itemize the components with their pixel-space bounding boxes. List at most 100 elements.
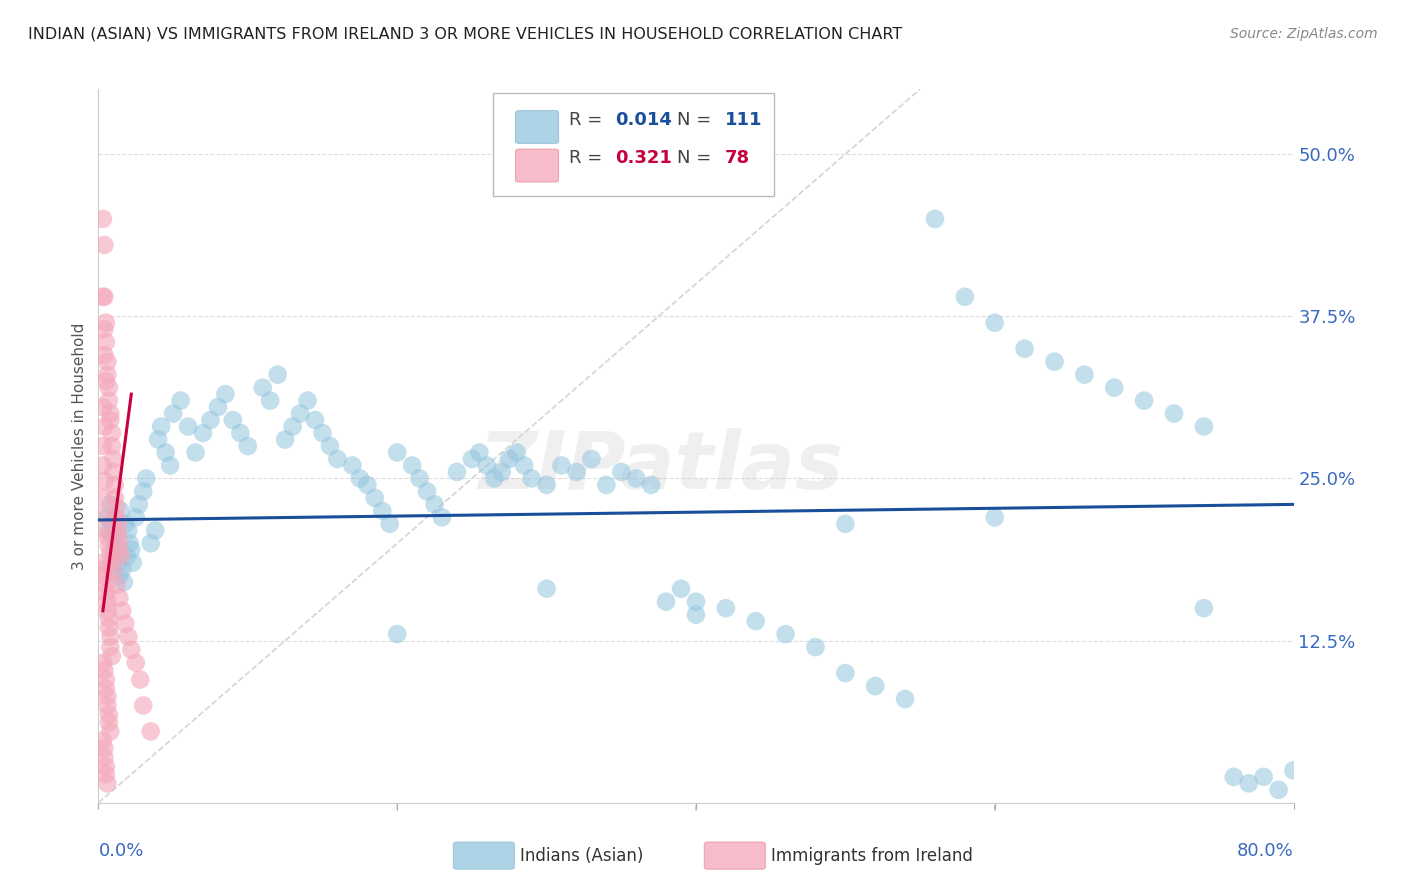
Point (97, 621, 120, 635)
Point (91, 290, 114, 304)
Point (108, 533, 131, 548)
Point (319, 439, 342, 453)
Point (96, 776, 118, 790)
Point (775, 627, 797, 641)
Point (96, 510, 118, 524)
Point (93, 290, 115, 304)
Point (236, 439, 259, 453)
Point (364, 491, 387, 505)
Point (91, 491, 114, 505)
Point (1014, 342, 1036, 356)
Point (117, 630, 139, 644)
Point (108, 591, 131, 605)
Point (536, 478, 558, 492)
Point (714, 601, 737, 615)
Point (120, 642, 142, 657)
Point (162, 407, 184, 421)
Point (111, 604, 134, 618)
Point (132, 698, 155, 713)
Point (423, 497, 446, 511)
Point (446, 465, 468, 479)
Point (94, 759, 117, 773)
Point (103, 565, 125, 579)
Point (111, 562, 134, 576)
Point (94, 585, 117, 599)
Point (120, 542, 142, 557)
FancyBboxPatch shape (494, 93, 773, 196)
Point (98, 640, 122, 654)
Text: 0.0%: 0.0% (98, 842, 143, 860)
Point (107, 525, 129, 540)
Text: ZIPatlas: ZIPatlas (478, 428, 842, 507)
Point (94, 335, 117, 350)
Point (865, 679, 887, 693)
Text: R =: R = (569, 111, 609, 128)
Point (93, 322, 115, 336)
Point (222, 413, 245, 427)
Point (281, 419, 304, 434)
Point (114, 516, 136, 531)
Point (640, 478, 662, 492)
Point (91, 211, 114, 226)
Point (94, 374, 117, 388)
Text: INDIAN (ASIAN) VS IMMIGRANTS FROM IRELAND 3 OR MORE VEHICLES IN HOUSEHOLD CORREL: INDIAN (ASIAN) VS IMMIGRANTS FROM IRELAN… (28, 27, 903, 42)
Point (108, 542, 131, 557)
Point (114, 616, 136, 631)
Point (356, 478, 378, 492)
Point (252, 381, 274, 395)
Point (1163, 407, 1185, 421)
Point (125, 656, 148, 670)
Point (94, 767, 117, 781)
Point (93, 562, 115, 576)
Point (349, 471, 371, 485)
Point (105, 536, 128, 550)
Point (98, 724, 122, 739)
Point (498, 452, 520, 467)
Point (93, 664, 115, 678)
Point (104, 542, 127, 557)
Point (207, 400, 229, 414)
Point (96, 354, 118, 368)
Point (104, 491, 127, 505)
Point (135, 471, 157, 485)
Point (97, 393, 120, 408)
Point (97, 524, 120, 538)
Point (93, 419, 115, 434)
Point (311, 425, 333, 440)
Point (94, 578, 117, 592)
Point (96, 530, 118, 544)
Point (97, 715, 120, 730)
Point (96, 604, 118, 618)
Point (461, 452, 484, 467)
Point (98, 413, 122, 427)
Point (97, 611, 120, 625)
Point (924, 211, 946, 226)
Point (94, 681, 117, 696)
Point (155, 445, 177, 459)
Point (97, 707, 120, 722)
Point (93, 474, 115, 488)
Point (96, 595, 118, 609)
Point (105, 578, 128, 592)
Point (128, 497, 150, 511)
Point (416, 484, 439, 499)
Point (107, 516, 129, 531)
Point (91, 400, 114, 414)
Point (98, 497, 122, 511)
Point (1253, 770, 1275, 784)
Point (177, 419, 200, 434)
Point (94, 524, 117, 538)
Point (159, 458, 181, 473)
Point (139, 724, 162, 739)
Point (371, 504, 394, 518)
Text: Indians (Asian): Indians (Asian) (520, 847, 644, 864)
Point (91, 733, 114, 747)
Point (105, 510, 128, 524)
Point (288, 407, 311, 421)
Point (1192, 601, 1215, 615)
Point (150, 419, 173, 434)
Point (229, 425, 252, 440)
Point (1282, 764, 1305, 778)
Point (139, 536, 162, 550)
Point (143, 524, 166, 538)
